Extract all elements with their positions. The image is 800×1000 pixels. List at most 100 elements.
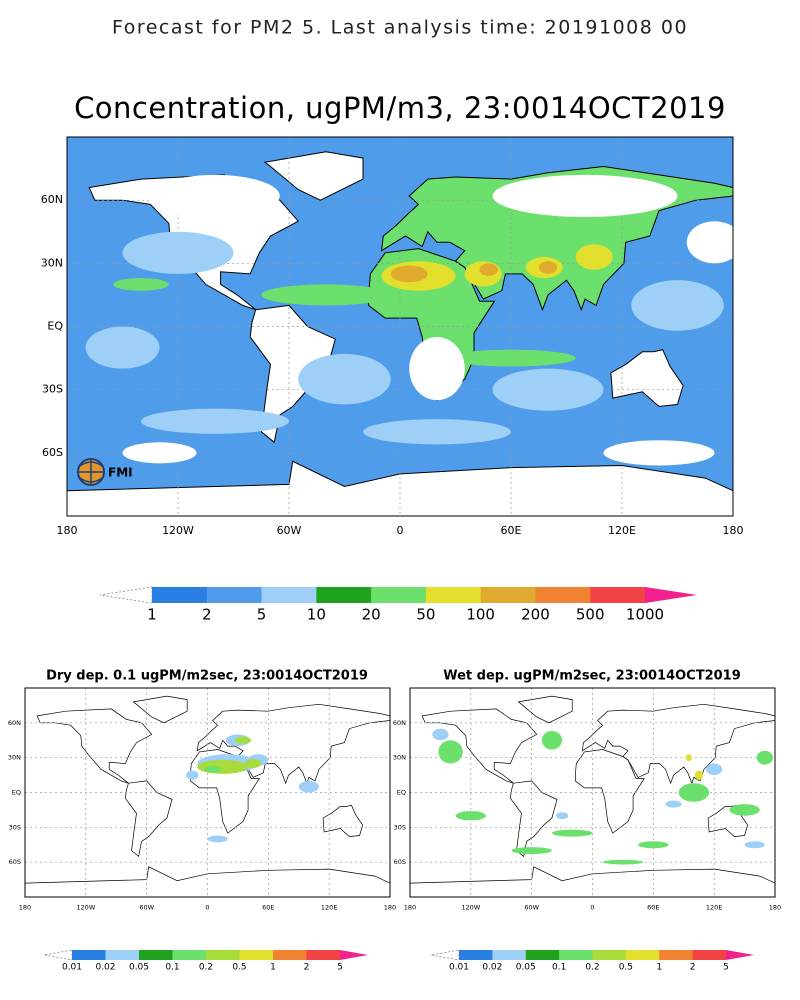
lat-label: EQ bbox=[47, 320, 63, 333]
colorbar-label: 500 bbox=[576, 606, 605, 624]
colorbar-swatch bbox=[535, 587, 591, 603]
plume bbox=[446, 349, 576, 367]
colorbar-label: 0.01 bbox=[62, 963, 82, 973]
map-frame bbox=[66, 136, 734, 517]
deposition bbox=[438, 740, 463, 764]
dry-map-title: Dry dep. 0.1 ugPM/m2sec, 23:0014OCT2019 bbox=[46, 669, 368, 684]
deposition bbox=[551, 829, 593, 837]
wet-map: 60N 30N EQ 30S 60S 180 120W 60W 0 60E 120E 180 bbox=[393, 687, 781, 912]
colorbar-swatch bbox=[592, 950, 627, 960]
colorbar-label: 0.02 bbox=[482, 963, 502, 973]
coastline bbox=[132, 695, 188, 724]
colorbar-label: 10 bbox=[307, 606, 326, 624]
coastline bbox=[322, 804, 363, 837]
colorbar-label: 20 bbox=[362, 606, 381, 624]
coastline bbox=[67, 460, 733, 516]
clear-region bbox=[409, 337, 465, 401]
lon-label: 180 bbox=[19, 904, 31, 912]
clean-air bbox=[298, 353, 391, 405]
lon-label: 60W bbox=[277, 524, 302, 537]
deposition bbox=[556, 812, 569, 820]
lon-label: 180 bbox=[769, 904, 781, 912]
lon-label: 0 bbox=[590, 904, 594, 912]
colorbar-swatch bbox=[480, 587, 536, 603]
deposition bbox=[678, 783, 710, 802]
lat-label: 60S bbox=[9, 858, 21, 866]
colorbar-label: 1 bbox=[270, 963, 276, 973]
deposition bbox=[729, 804, 760, 816]
deposition bbox=[638, 841, 669, 849]
colorbar-label: 0.1 bbox=[552, 963, 566, 973]
colorbar-label: 1 bbox=[147, 606, 157, 624]
coastline bbox=[581, 703, 775, 785]
colorbar-label: 1 bbox=[656, 963, 662, 973]
lon-label: 120W bbox=[162, 524, 194, 537]
deposition bbox=[432, 728, 449, 741]
coastline bbox=[410, 866, 775, 897]
colorbar-label: 0.05 bbox=[516, 963, 536, 973]
clean-air bbox=[363, 419, 511, 445]
colorbar-under bbox=[99, 586, 153, 604]
colorbar-label: 200 bbox=[521, 606, 550, 624]
land bbox=[264, 151, 363, 201]
lon-label: 180 bbox=[723, 524, 744, 537]
map-body bbox=[25, 688, 390, 897]
lon-label: 120W bbox=[461, 904, 480, 912]
colorbar-label: 2 bbox=[202, 606, 212, 624]
main-map-title: Concentration, ugPM/m3, 23:0014OCT2019 bbox=[74, 91, 726, 125]
deposition bbox=[756, 750, 773, 765]
plume bbox=[261, 284, 391, 306]
deposition-high bbox=[694, 770, 704, 780]
deposition bbox=[665, 800, 682, 808]
colorbar-swatch bbox=[172, 950, 207, 960]
coastline bbox=[25, 866, 390, 897]
colorbar-label: 0.5 bbox=[619, 963, 633, 973]
lon-label: 0 bbox=[397, 524, 404, 537]
colorbar-swatch bbox=[105, 950, 140, 960]
colorbar-swatch bbox=[659, 950, 694, 960]
lat-label: EQ bbox=[12, 789, 21, 797]
colorbar-label: 5 bbox=[723, 963, 729, 973]
lat-label: 30S bbox=[394, 823, 406, 831]
high-concentration bbox=[575, 244, 613, 270]
deposition bbox=[298, 780, 320, 793]
colorbar-swatch bbox=[306, 950, 341, 960]
deposition bbox=[541, 730, 563, 750]
lon-label: 120E bbox=[608, 524, 636, 537]
wet-colorbar: 0.01 0.02 0.05 0.1 0.2 0.5 1 2 5 bbox=[430, 949, 754, 973]
colorbar-over bbox=[340, 950, 368, 960]
lat-label: 60N bbox=[393, 719, 406, 727]
peak-concentration bbox=[390, 265, 428, 283]
clean-air bbox=[631, 280, 724, 331]
colorbar-swatch bbox=[206, 950, 240, 960]
fmi-logo: FMI bbox=[77, 458, 133, 486]
colorbar-label: 0.2 bbox=[585, 963, 599, 973]
clean-air bbox=[492, 368, 604, 411]
lon-label: 60E bbox=[262, 904, 274, 912]
lon-label: 120E bbox=[706, 904, 723, 912]
lon-label: 120W bbox=[76, 904, 95, 912]
deposition bbox=[744, 841, 765, 849]
coastline bbox=[610, 349, 684, 408]
deposition-high bbox=[234, 736, 252, 744]
main-colorbar: 1 2 5 10 20 50 100 200 500 1000 bbox=[99, 586, 697, 624]
lon-label: 60E bbox=[647, 904, 659, 912]
colorbar-swatch bbox=[72, 950, 106, 960]
plume bbox=[113, 278, 169, 291]
main-map: 60N 30N EQ 30S 60S 180 120W 60W 0 60E 120E 180 bbox=[41, 136, 744, 537]
lat-label: 30S bbox=[9, 823, 21, 831]
colorbar-swatch bbox=[316, 587, 372, 603]
wet-map-title: Wet dep. ugPM/m2sec, 23:0014OCT2019 bbox=[443, 669, 741, 684]
colorbar-swatch bbox=[625, 950, 660, 960]
coastline bbox=[707, 804, 748, 837]
colorbar-label: 0.05 bbox=[129, 963, 149, 973]
peak-concentration bbox=[538, 261, 558, 274]
lon-label: 0 bbox=[205, 904, 209, 912]
lon-label: 120E bbox=[321, 904, 338, 912]
coastline bbox=[510, 780, 558, 858]
map-frame bbox=[409, 687, 776, 898]
colorbar-over bbox=[645, 587, 697, 603]
lat-label: 60S bbox=[42, 446, 63, 459]
colorbar-swatch bbox=[525, 950, 560, 960]
